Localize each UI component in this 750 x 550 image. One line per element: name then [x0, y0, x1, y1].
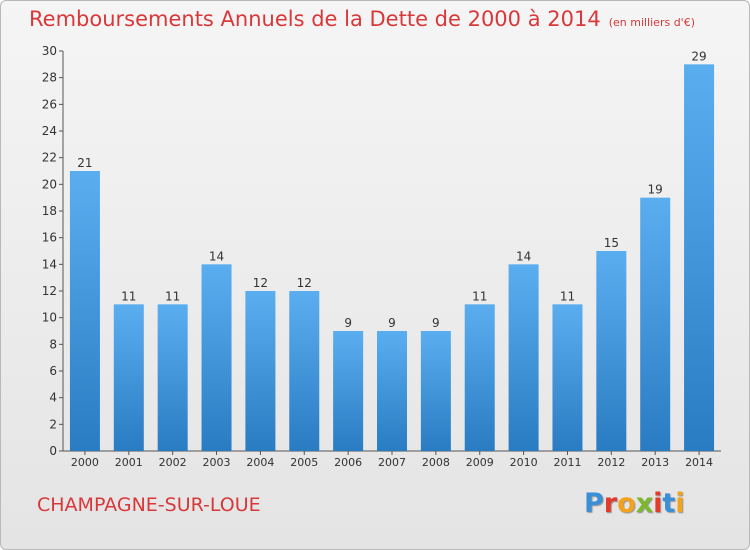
- bar-2007: [377, 331, 407, 451]
- y-tick-label: 0: [49, 444, 57, 458]
- logo-letter: i: [653, 488, 663, 519]
- value-label-2001: 11: [121, 289, 136, 303]
- x-tick-label-2008: 2008: [422, 456, 450, 469]
- y-tick-label: 30: [42, 44, 57, 58]
- bar-2010: [508, 264, 539, 451]
- x-tick-label-2009: 2009: [466, 456, 494, 469]
- bar-2003: [201, 264, 232, 451]
- x-tick-label-2000: 2000: [71, 456, 99, 469]
- x-tick-label-2011: 2011: [553, 456, 581, 469]
- y-tick-label: 28: [42, 71, 57, 85]
- bar-2014: [684, 64, 715, 452]
- y-tick-label: 20: [42, 177, 57, 191]
- x-tick-label-2003: 2003: [203, 456, 231, 469]
- x-tick-label-2014: 2014: [685, 456, 713, 469]
- y-tick-label: 22: [42, 151, 57, 165]
- logo-letter: x: [635, 488, 654, 519]
- proxiti-logo: Proxiti: [584, 488, 685, 519]
- x-tick-label-2002: 2002: [159, 456, 187, 469]
- value-label-2006: 9: [344, 316, 352, 330]
- value-label-2013: 19: [648, 183, 663, 197]
- value-label-2014: 29: [691, 49, 706, 63]
- bar-2005: [289, 291, 320, 451]
- value-label-2010: 14: [516, 249, 531, 263]
- place-name: CHAMPAGNE-SUR-LOUE: [37, 494, 261, 516]
- logo-letter: t: [662, 488, 676, 519]
- x-tick-label-2013: 2013: [641, 456, 669, 469]
- bar-2008: [420, 331, 451, 451]
- bar-2013: [640, 197, 671, 451]
- value-label-2004: 12: [253, 276, 268, 290]
- y-tick-label: 24: [42, 124, 57, 138]
- chart-title-text: Remboursements Annuels de la Dette de 20…: [29, 7, 601, 31]
- bar-2006: [333, 331, 364, 451]
- x-tick-label-2001: 2001: [115, 456, 143, 469]
- bar-2009: [464, 304, 495, 451]
- bar-2001: [113, 304, 144, 451]
- y-tick-label: 6: [49, 364, 57, 378]
- value-label-2011: 11: [560, 289, 575, 303]
- bar-2004: [245, 291, 276, 451]
- logo-letter: i: [675, 488, 685, 519]
- value-label-2000: 21: [77, 156, 92, 170]
- bar-2012: [596, 251, 627, 451]
- value-label-2012: 15: [604, 236, 619, 250]
- y-tick-label: 4: [49, 391, 57, 405]
- x-tick-label-2012: 2012: [597, 456, 625, 469]
- value-label-2002: 11: [165, 289, 180, 303]
- x-tick-label-2010: 2010: [510, 456, 538, 469]
- logo-letter: o: [617, 488, 636, 519]
- y-tick-label: 8: [49, 337, 57, 351]
- value-label-2005: 12: [297, 276, 312, 290]
- y-tick-label: 14: [42, 257, 57, 271]
- logo-letter: P: [584, 488, 604, 519]
- value-label-2008: 9: [432, 316, 440, 330]
- y-tick-label: 12: [42, 284, 57, 298]
- chart-subtitle: (en milliers d'€): [608, 16, 695, 29]
- bar-2011: [552, 304, 583, 451]
- y-tick-label: 2: [49, 417, 57, 431]
- value-label-2009: 11: [472, 289, 487, 303]
- y-tick-label: 18: [42, 204, 57, 218]
- x-tick-label-2006: 2006: [334, 456, 362, 469]
- value-label-2003: 14: [209, 249, 224, 263]
- value-label-2007: 9: [388, 316, 396, 330]
- logo-letter: r: [603, 488, 618, 519]
- x-tick-label-2005: 2005: [290, 456, 318, 469]
- y-tick-label: 26: [42, 97, 57, 111]
- y-tick-label: 10: [42, 311, 57, 325]
- x-tick-label-2004: 2004: [246, 456, 274, 469]
- bar-2000: [69, 171, 100, 451]
- x-tick-label-2007: 2007: [378, 456, 406, 469]
- chart-bars: 21 11 11 14 12 12 9 9 9 11 14 11 15 19 29: [69, 49, 715, 452]
- y-tick-label: 16: [42, 231, 57, 245]
- chart-title: Remboursements Annuels de la Dette de 20…: [29, 7, 695, 31]
- bar-2002: [157, 304, 188, 451]
